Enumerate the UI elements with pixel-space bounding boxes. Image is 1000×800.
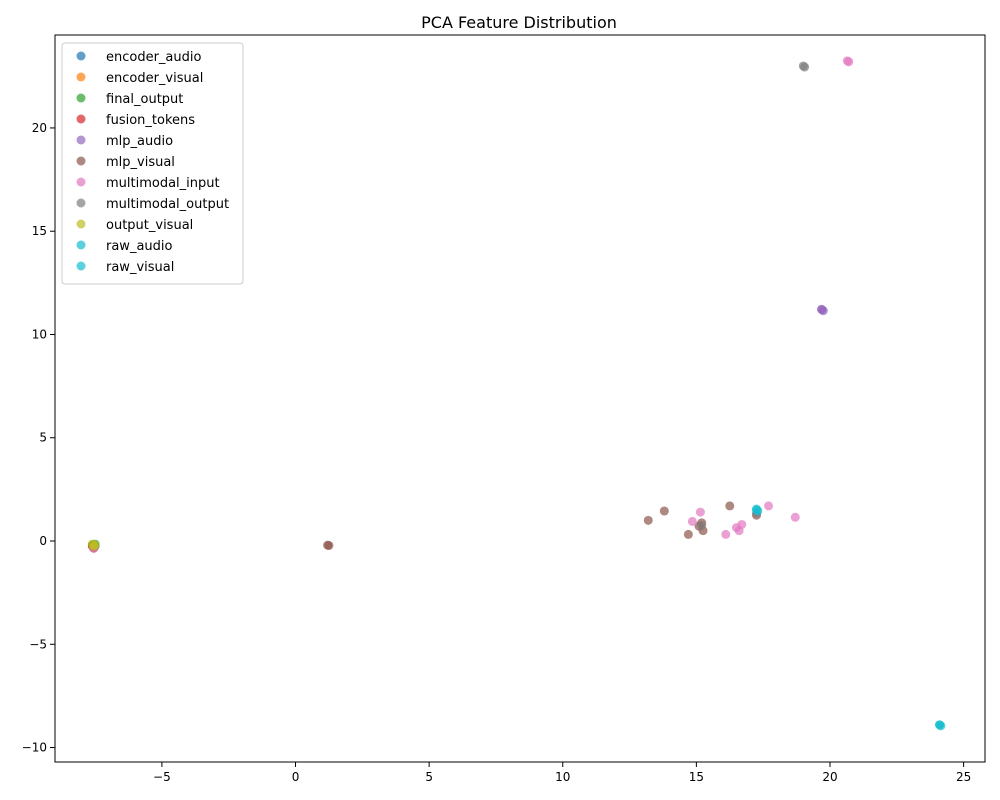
- axes-layer: −5 0 5 10 15 20 25 −10 −5 0 5 10 15 20: [22, 121, 972, 784]
- legend-label: multimodal_input: [106, 176, 220, 191]
- y-tick-label: 20: [32, 121, 47, 135]
- legend-marker: [76, 177, 86, 187]
- x-tick-label: 25: [956, 770, 971, 784]
- legend-item: final_output: [76, 92, 183, 107]
- points-layer: [87, 56, 946, 731]
- legend-item: raw_audio: [76, 239, 173, 254]
- legend: encoder_audio encoder_visual final_outputf…: [61, 42, 244, 285]
- series-multimodal_input: [89, 56, 854, 553]
- legend-item: encoder_audio: [76, 50, 202, 65]
- data-point: [790, 512, 800, 522]
- x-tick-label: 15: [689, 770, 704, 784]
- x-tick-label: 5: [425, 770, 433, 784]
- legend-marker: [76, 156, 86, 166]
- legend-item: fusion_tokens: [76, 113, 195, 128]
- legend-item: output_visual: [76, 218, 193, 233]
- legend-item: mlp_audio: [76, 134, 173, 149]
- legend-label: encoder_audio: [106, 50, 202, 65]
- legend-label: final_output: [106, 92, 183, 107]
- data-point: [683, 529, 693, 539]
- data-point: [816, 304, 826, 314]
- legend-label: output_visual: [106, 218, 193, 233]
- legend-label: mlp_audio: [106, 134, 173, 149]
- series-mlp_audio: [816, 304, 828, 316]
- legend-marker: [76, 240, 86, 250]
- data-point: [764, 501, 774, 511]
- legend-marker: [76, 72, 86, 82]
- legend-marker: [76, 198, 86, 208]
- x-tick-label: 10: [555, 770, 570, 784]
- legend-label: fusion_tokens: [106, 113, 195, 128]
- legend-marker: [76, 219, 86, 229]
- data-point: [737, 519, 747, 529]
- data-point: [697, 521, 707, 531]
- data-point: [687, 516, 697, 526]
- data-point: [324, 541, 334, 551]
- data-point: [721, 529, 731, 539]
- series-output_visual: [87, 539, 100, 551]
- legend-marker: [76, 51, 86, 61]
- plot-frame: [54, 34, 986, 763]
- legend-marker: [76, 114, 86, 124]
- legend-box: [61, 42, 244, 285]
- data-point: [842, 56, 852, 66]
- legend-marker: [76, 261, 86, 271]
- data-point: [800, 62, 810, 72]
- data-point: [935, 720, 945, 730]
- y-tick-label: 5: [39, 431, 47, 445]
- data-point: [89, 541, 99, 551]
- x-tick-label: 0: [292, 770, 300, 784]
- series-raw_visual: [752, 504, 945, 730]
- y-tick-label: 15: [32, 224, 47, 238]
- y-tick-label: 10: [32, 327, 47, 341]
- legend-label: encoder_visual: [106, 71, 203, 86]
- legend-label: raw_visual: [106, 260, 174, 275]
- y-tick-label: −10: [22, 741, 47, 755]
- x-tick-label: −5: [153, 770, 171, 784]
- legend-label: multimodal_output: [106, 197, 229, 212]
- data-point: [695, 507, 705, 517]
- legend-label: raw_audio: [106, 239, 173, 254]
- legend-item: raw_visual: [76, 260, 174, 275]
- legend-item: multimodal_output: [76, 197, 229, 212]
- y-tick-label: −5: [29, 637, 47, 651]
- data-point: [752, 504, 762, 514]
- x-tick-label: 20: [822, 770, 837, 784]
- chart-title: PCA Feature Distribution: [421, 13, 617, 32]
- legend-marker: [76, 93, 86, 103]
- legend-marker: [76, 135, 86, 145]
- data-point: [643, 515, 653, 525]
- legend-item: encoder_visual: [76, 71, 203, 86]
- data-point: [659, 506, 669, 516]
- legend-label: mlp_visual: [106, 155, 175, 170]
- y-tick-label: 0: [39, 534, 47, 548]
- data-point: [725, 501, 735, 511]
- legend-item: mlp_visual: [76, 155, 175, 170]
- legend-item: multimodal_input: [76, 176, 220, 191]
